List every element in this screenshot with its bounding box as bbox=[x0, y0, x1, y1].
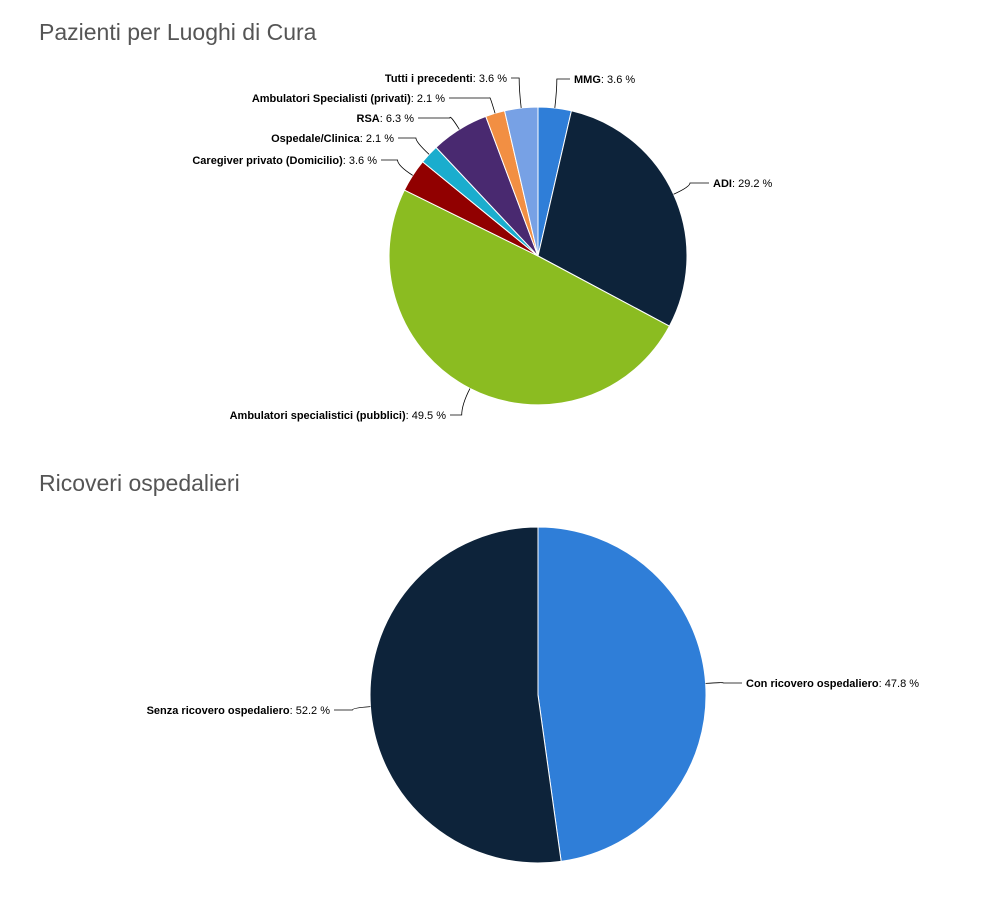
data-label-name: Caregiver privato (Domicilio) bbox=[192, 155, 343, 167]
data-label-value: 3.6 % bbox=[607, 74, 635, 86]
data-label-ambulatori-specialistici-pubblici: Ambulatori specialistici (pubblici): 49.… bbox=[230, 410, 447, 422]
data-label-value: 2.1 % bbox=[366, 133, 394, 145]
data-label-separator: : bbox=[473, 73, 479, 85]
data-label-value: 47.8 % bbox=[885, 678, 919, 690]
data-label-name: MMG bbox=[574, 74, 601, 86]
data-label-mmg: MMG: 3.6 % bbox=[574, 74, 635, 86]
data-label-name: Senza ricovero ospedaliero bbox=[147, 705, 290, 717]
data-label-connector bbox=[673, 182, 709, 195]
data-label-connector bbox=[398, 137, 430, 155]
chart-title-luoghi-di-cura: Pazienti per Luoghi di Cura bbox=[39, 19, 317, 45]
data-label-connector bbox=[554, 78, 570, 108]
data-label-value: 3.6 % bbox=[479, 73, 507, 85]
pie-slice-con-ricovero-ospedaliero[interactable] bbox=[537, 526, 707, 862]
data-label-value: 6.3 % bbox=[386, 113, 414, 125]
data-label-separator: : bbox=[380, 113, 386, 125]
data-label-value: 2.1 % bbox=[417, 93, 445, 105]
data-label-separator: : bbox=[879, 678, 885, 690]
data-label-separator: : bbox=[290, 705, 296, 717]
data-label-separator: : bbox=[411, 93, 417, 105]
data-label-connector bbox=[450, 388, 471, 416]
data-label-connector bbox=[418, 116, 460, 130]
data-label-name: Tutti i precedenti bbox=[385, 73, 473, 85]
data-label-con-ricovero-ospedaliero: Con ricovero ospedaliero: 47.8 % bbox=[746, 678, 919, 690]
data-label-value: 29.2 % bbox=[738, 178, 772, 190]
data-label-name: Ospedale/Clinica bbox=[271, 133, 361, 145]
data-label-ambulatori-specialisti-privati: Ambulatori Specialisti (privati): 2.1 % bbox=[252, 93, 445, 105]
data-label-tutti-i-precedenti: Tutti i precedenti: 3.6 % bbox=[385, 73, 507, 85]
data-label-value: 3.6 % bbox=[349, 155, 377, 167]
data-label-connector bbox=[381, 159, 413, 176]
data-label-separator: : bbox=[601, 74, 607, 86]
data-label-separator: : bbox=[360, 133, 366, 145]
data-label-adi: ADI: 29.2 % bbox=[713, 178, 773, 190]
data-label-value: 49.5 % bbox=[412, 410, 446, 422]
pie-chart-ricoveri: Con ricovero ospedaliero: 47.8 % Senza ri… bbox=[147, 526, 919, 864]
data-label-caregiver-privato-domicilio: Caregiver privato (Domicilio): 3.6 % bbox=[192, 155, 377, 167]
pie-slice-senza-ricovero-ospedaliero[interactable] bbox=[369, 526, 562, 864]
data-label-connector bbox=[705, 682, 742, 684]
pie-chart-luoghi-di-cura: MMG: 3.6 % ADI: 29.2 % Ambulatori speciali… bbox=[192, 73, 773, 422]
data-label-name: RSA bbox=[357, 113, 380, 125]
data-label-name: Ambulatori Specialisti (privati) bbox=[252, 93, 411, 105]
pie-slice-adi[interactable] bbox=[537, 110, 688, 327]
data-label-value: 52.2 % bbox=[296, 705, 330, 717]
chart-title-ricoveri: Ricoveri ospedalieri bbox=[39, 470, 240, 496]
pie-slice-ambulatori-specialistici-pubblici[interactable] bbox=[388, 189, 670, 406]
data-label-senza-ricovero-ospedaliero: Senza ricovero ospedaliero: 52.2 % bbox=[147, 705, 331, 717]
data-label-ospedale-clinica: Ospedale/Clinica: 2.1 % bbox=[271, 133, 394, 145]
data-label-separator: : bbox=[343, 155, 349, 167]
data-label-connector bbox=[449, 97, 496, 114]
data-label-name: Ambulatori specialistici (pubblici) bbox=[230, 410, 406, 422]
data-label-name: Con ricovero ospedaliero bbox=[746, 678, 879, 690]
pie-slice-tutti-i-precedenti[interactable] bbox=[504, 106, 539, 257]
data-label-separator: : bbox=[732, 178, 738, 190]
data-label-rsa: RSA: 6.3 % bbox=[357, 113, 415, 125]
data-label-name: ADI bbox=[713, 178, 732, 190]
data-label-connector bbox=[511, 77, 522, 108]
data-label-connector bbox=[334, 706, 371, 711]
data-label-separator: : bbox=[406, 410, 412, 422]
